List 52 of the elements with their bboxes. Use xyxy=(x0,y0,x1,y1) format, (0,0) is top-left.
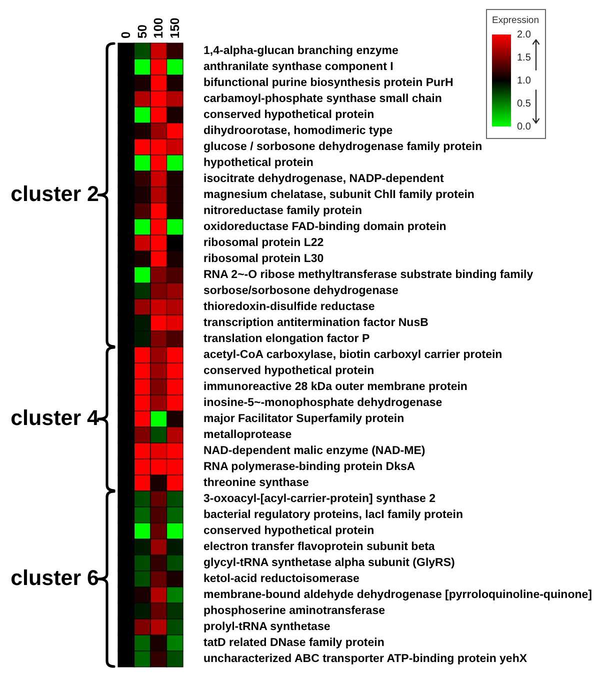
y-tick-label: conserved hypothetical protein xyxy=(204,525,374,537)
y-tick-label: hypothetical protein xyxy=(204,157,314,169)
y-tick-label: NAD-dependent malic enzyme (NAD-ME) xyxy=(204,445,426,457)
y-tick-label: thioredoxin-disulfide reductase xyxy=(204,301,375,313)
x-tick-label: 150 xyxy=(168,18,182,38)
color-bar-label: 0.0 xyxy=(517,122,532,132)
y-tick-label: tatD related DNase family protein xyxy=(204,637,384,649)
color-bar-label: 1.5 xyxy=(517,52,532,64)
color-bar-title: Expression xyxy=(492,15,539,26)
y-tick-label: translation elongation factor P xyxy=(204,333,370,345)
y-tick-label: conserved hypothetical protein xyxy=(204,365,374,377)
y-tick-label: oxidoreductase FAD-binding domain protein xyxy=(204,221,446,233)
y-tick-label: 3-oxoacyl-[acyl-carrier-protein] synthase 2 xyxy=(204,493,436,505)
color-bar-label: 0.5 xyxy=(517,98,532,110)
y-tick-label: prolyl-tRNA synthetase xyxy=(204,621,330,633)
y-tick-label: bacterial regulatory proteins, lacI family protein xyxy=(204,509,463,521)
y-tick-label: membrane-bound aldehyde dehydrogenase [pyrroloquinoline-quinone] xyxy=(204,589,592,601)
y-tick-label: transcription antitermination factor NusB xyxy=(204,317,428,329)
y-tick-label: major Facilitator Superfamily protein xyxy=(204,413,404,425)
color-bar-label: 1.0 xyxy=(517,76,532,86)
y-tick-label: ribosomal protein L22 xyxy=(204,237,324,249)
y-tick-label: RNA 2~-O ribose methyltransferase substrate binding family xyxy=(204,269,534,281)
y-tick-label: sorbose/sorbosone dehydrogenase xyxy=(204,285,398,297)
x-tick-label: 0 xyxy=(119,32,134,38)
y-tick-label: carbamoyl-phosphate synthase small chain xyxy=(204,93,442,105)
y-tick-label: RNA polymerase-binding protein DksA xyxy=(204,461,416,473)
y-tick-label: electron transfer flavoprotein subunit beta xyxy=(204,541,436,553)
text: cluster 6 xyxy=(10,566,99,590)
y-tick-label: acetyl-CoA carboxylase, biotin carboxyl carrier protein xyxy=(204,349,502,361)
y-tick-label: nitroreductase family protein xyxy=(204,205,362,217)
y-tick-label: isocitrate dehydrogenase, NADP-dependent xyxy=(204,173,444,185)
y-tick-label: 1,4-alpha-glucan branching enzyme xyxy=(204,45,398,57)
y-tick-label: magnesium chelatase, subunit ChlI family protein xyxy=(204,189,474,201)
y-tick-label: uncharacterized ABC transporter ATP-binding protein yehX xyxy=(204,653,528,665)
y-tick-label: bifunctional purine biosynthesis protein PurH xyxy=(204,77,454,89)
y-tick-label: metalloprotease xyxy=(204,429,292,441)
y-tick-label: ribosomal protein L30 xyxy=(204,253,324,265)
color-bar-label: 2.0 xyxy=(517,30,532,40)
y-tick-label: inosine-5~-monophosphate dehydrogenase xyxy=(204,397,442,409)
y-tick-label: ketol-acid reductoisomerase xyxy=(204,573,360,585)
y-tick-label: phosphoserine aminotransferase xyxy=(204,605,385,617)
y-tick-label: conserved hypothetical protein xyxy=(204,109,374,121)
text: cluster 2 xyxy=(10,182,99,206)
text: cluster 4 xyxy=(10,406,99,430)
x-tick-label: 50 xyxy=(135,24,150,38)
y-tick-label: glycyl-tRNA synthetase alpha subunit (GlyRS) xyxy=(204,557,456,569)
y-tick-label: threonine synthase xyxy=(204,477,309,489)
y-tick-label: dihydroorotase, homodimeric type xyxy=(204,125,393,137)
x-tick-label: 100 xyxy=(152,18,166,38)
y-tick-label: anthranilate synthase component I xyxy=(204,61,394,73)
y-tick-label: immunoreactive 28 kDa outer membrane protein xyxy=(204,381,468,393)
y-tick-label: glucose / sorbosone dehydrogenase family protein xyxy=(204,141,482,153)
